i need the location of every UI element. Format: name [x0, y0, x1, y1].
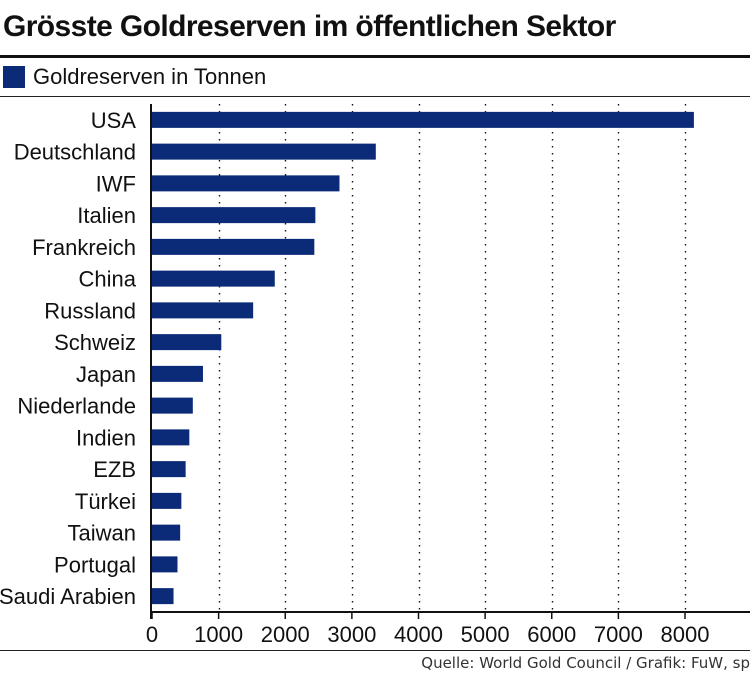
x-tick-label: 1000: [194, 622, 243, 647]
category-label: Japan: [76, 362, 136, 387]
category-label: Saudi Arabien: [0, 584, 136, 609]
bar: [152, 207, 316, 224]
bar: [152, 429, 190, 446]
source-note: Quelle: World Gold Council / Grafik: FuW…: [421, 654, 750, 672]
category-label: Taiwan: [68, 521, 136, 546]
category-label: Niederlande: [17, 394, 136, 419]
x-tick-label: 2000: [261, 622, 310, 647]
category-label: Frankreich: [32, 235, 136, 260]
category-label: USA: [91, 108, 137, 133]
x-tick-label: 3000: [327, 622, 376, 647]
bar: [152, 492, 182, 509]
x-tick-label: 7000: [594, 622, 643, 647]
x-tick-label: 5000: [461, 622, 510, 647]
bar: [152, 524, 181, 541]
legend-swatch: [3, 66, 25, 88]
bar: [152, 175, 340, 192]
bar: [152, 270, 275, 287]
bar: [152, 588, 174, 605]
x-tick-label: 8000: [661, 622, 710, 647]
legend: Goldreserven in Tonnen: [3, 63, 266, 91]
title-divider: [0, 55, 750, 58]
legend-divider: [0, 96, 750, 97]
chart-title: Grösste Goldreserven im öffentlichen Sek…: [3, 10, 616, 43]
category-label: Portugal: [54, 552, 136, 577]
category-label: China: [79, 267, 137, 292]
bar: [152, 461, 186, 478]
bar: [152, 238, 315, 255]
category-label: Italien: [77, 203, 136, 228]
category-label: Türkei: [75, 489, 136, 514]
category-label: Schweiz: [54, 330, 136, 355]
bar: [152, 397, 193, 414]
bar-chart: USA Deutschland IWF Italien Frankreich China R…: [0, 104, 750, 647]
category-label: EZB: [93, 457, 136, 482]
x-tick-label: 0: [146, 622, 158, 647]
bar: [152, 556, 178, 573]
category-label: Russland: [44, 298, 136, 323]
category-label: Deutschland: [14, 140, 136, 165]
category-label: Indien: [76, 425, 136, 450]
bar: [152, 302, 254, 319]
category-label: IWF: [96, 171, 136, 196]
bar: [152, 143, 376, 160]
legend-label: Goldreserven in Tonnen: [33, 64, 267, 89]
footer-divider: [0, 650, 750, 651]
bar: [152, 334, 222, 351]
bar: [152, 365, 203, 382]
bar: [152, 111, 694, 128]
x-tick-label: 4000: [394, 622, 443, 647]
x-tick-label: 6000: [527, 622, 576, 647]
